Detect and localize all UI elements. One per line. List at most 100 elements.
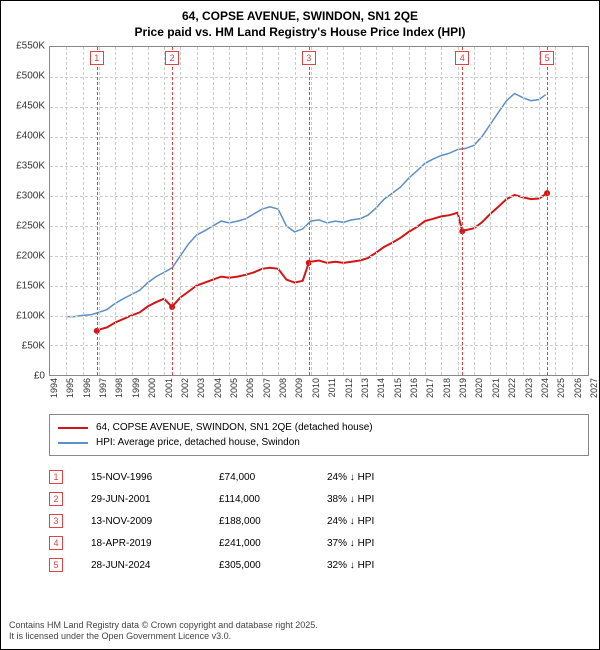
x-axis: 1994199519961997199819992000200120022003… bbox=[49, 376, 589, 406]
x-tick-label: 2009 bbox=[294, 378, 304, 398]
gridline-v bbox=[180, 47, 181, 375]
x-tick-label: 2004 bbox=[213, 378, 223, 398]
y-tick-label: £450K bbox=[16, 101, 45, 112]
event-line bbox=[462, 47, 463, 375]
event-marker: 2 bbox=[165, 51, 179, 65]
gridline-v bbox=[555, 47, 556, 375]
event-number: 2 bbox=[49, 492, 63, 506]
event-number: 4 bbox=[49, 536, 63, 550]
event-price: £188,000 bbox=[219, 516, 299, 527]
event-number: 5 bbox=[49, 558, 63, 572]
y-tick-label: £50K bbox=[22, 341, 45, 352]
chart-container: 64, COPSE AVENUE, SWINDON, SN1 2QE Price… bbox=[0, 0, 600, 650]
x-tick-label: 2015 bbox=[393, 378, 403, 398]
gridline-v bbox=[262, 47, 263, 375]
event-date: 18-APR-2019 bbox=[91, 538, 191, 549]
gridline-v bbox=[213, 47, 214, 375]
gridline-v bbox=[425, 47, 426, 375]
x-tick-label: 2022 bbox=[507, 378, 517, 398]
y-tick-label: £400K bbox=[16, 131, 45, 142]
event-price: £114,000 bbox=[219, 494, 299, 505]
event-marker: 4 bbox=[455, 51, 469, 65]
x-tick-label: 2002 bbox=[180, 378, 190, 398]
gridline-v bbox=[376, 47, 377, 375]
gridline-v bbox=[539, 47, 540, 375]
plot-region: 12345 bbox=[49, 46, 589, 376]
legend-label: 64, COPSE AVENUE, SWINDON, SN1 2QE (deta… bbox=[96, 422, 373, 433]
gridline-v bbox=[360, 47, 361, 375]
x-tick-label: 2026 bbox=[573, 378, 583, 398]
x-tick-label: 2025 bbox=[556, 378, 566, 398]
x-tick-label: 2013 bbox=[360, 378, 370, 398]
event-diff: 24% ↓ HPI bbox=[327, 516, 417, 527]
gridline-v bbox=[295, 47, 296, 375]
x-tick-label: 2021 bbox=[491, 378, 501, 398]
gridline-v bbox=[572, 47, 573, 375]
x-tick-label: 1995 bbox=[65, 378, 75, 398]
event-price: £305,000 bbox=[219, 560, 299, 571]
gridline-v bbox=[229, 47, 230, 375]
gridline-v bbox=[278, 47, 279, 375]
gridline-v bbox=[99, 47, 100, 375]
footer: Contains HM Land Registry data © Crown c… bbox=[7, 616, 593, 643]
x-tick-label: 1998 bbox=[114, 378, 124, 398]
x-tick-label: 2005 bbox=[229, 378, 239, 398]
event-price: £241,000 bbox=[219, 538, 299, 549]
event-diff: 37% ↓ HPI bbox=[327, 538, 417, 549]
y-tick-label: £250K bbox=[16, 221, 45, 232]
gridline-v bbox=[474, 47, 475, 375]
gridline-v bbox=[115, 47, 116, 375]
gridline-v bbox=[311, 47, 312, 375]
gridline-v bbox=[458, 47, 459, 375]
y-tick-label: £150K bbox=[16, 281, 45, 292]
titles: 64, COPSE AVENUE, SWINDON, SN1 2QE Price… bbox=[7, 9, 593, 40]
event-table-row: 313-NOV-2009£188,00024% ↓ HPI bbox=[49, 510, 589, 532]
event-date: 15-NOV-1996 bbox=[91, 472, 191, 483]
gridline-v bbox=[409, 47, 410, 375]
event-line bbox=[547, 47, 548, 375]
x-tick-label: 2006 bbox=[245, 378, 255, 398]
gridline-v bbox=[343, 47, 344, 375]
event-diff: 24% ↓ HPI bbox=[327, 472, 417, 483]
event-diff: 38% ↓ HPI bbox=[327, 494, 417, 505]
x-tick-label: 2007 bbox=[262, 378, 272, 398]
gridline-v bbox=[197, 47, 198, 375]
event-table: 115-NOV-1996£74,00024% ↓ HPI229-JUN-2001… bbox=[49, 466, 589, 576]
event-line bbox=[172, 47, 173, 375]
x-tick-label: 2024 bbox=[540, 378, 550, 398]
footer-line-2: It is licensed under the Open Government… bbox=[9, 631, 591, 643]
gridline-v bbox=[132, 47, 133, 375]
gridline-v bbox=[246, 47, 247, 375]
event-date: 28-JUN-2024 bbox=[91, 560, 191, 571]
legend-swatch bbox=[58, 427, 88, 429]
gridline-v bbox=[164, 47, 165, 375]
y-tick-label: £350K bbox=[16, 161, 45, 172]
x-tick-label: 2016 bbox=[409, 378, 419, 398]
gridline-v bbox=[148, 47, 149, 375]
gridline-v bbox=[490, 47, 491, 375]
y-axis: £0£50K£100K£150K£200K£250K£300K£350K£400… bbox=[7, 46, 49, 376]
x-tick-label: 2008 bbox=[278, 378, 288, 398]
gridline-v bbox=[66, 47, 67, 375]
legend-row: HPI: Average price, detached house, Swin… bbox=[58, 435, 580, 450]
y-tick-label: £500K bbox=[16, 71, 45, 82]
y-tick-label: £200K bbox=[16, 251, 45, 262]
event-price: £74,000 bbox=[219, 472, 299, 483]
gridline-v bbox=[441, 47, 442, 375]
legend: 64, COPSE AVENUE, SWINDON, SN1 2QE (deta… bbox=[49, 414, 589, 456]
gridline-v bbox=[392, 47, 393, 375]
x-tick-label: 1999 bbox=[131, 378, 141, 398]
event-line bbox=[97, 47, 98, 375]
x-tick-label: 2027 bbox=[589, 378, 599, 398]
x-tick-label: 1996 bbox=[82, 378, 92, 398]
title-line-2: Price paid vs. HM Land Registry's House … bbox=[7, 25, 593, 41]
event-table-row: 229-JUN-2001£114,00038% ↓ HPI bbox=[49, 488, 589, 510]
event-table-row: 115-NOV-1996£74,00024% ↓ HPI bbox=[49, 466, 589, 488]
x-tick-label: 1994 bbox=[49, 378, 59, 398]
x-tick-label: 2003 bbox=[196, 378, 206, 398]
event-line bbox=[309, 47, 310, 375]
footer-line-1: Contains HM Land Registry data © Crown c… bbox=[9, 620, 591, 632]
x-tick-label: 2019 bbox=[458, 378, 468, 398]
gridline-v bbox=[83, 47, 84, 375]
title-line-1: 64, COPSE AVENUE, SWINDON, SN1 2QE bbox=[7, 9, 593, 25]
